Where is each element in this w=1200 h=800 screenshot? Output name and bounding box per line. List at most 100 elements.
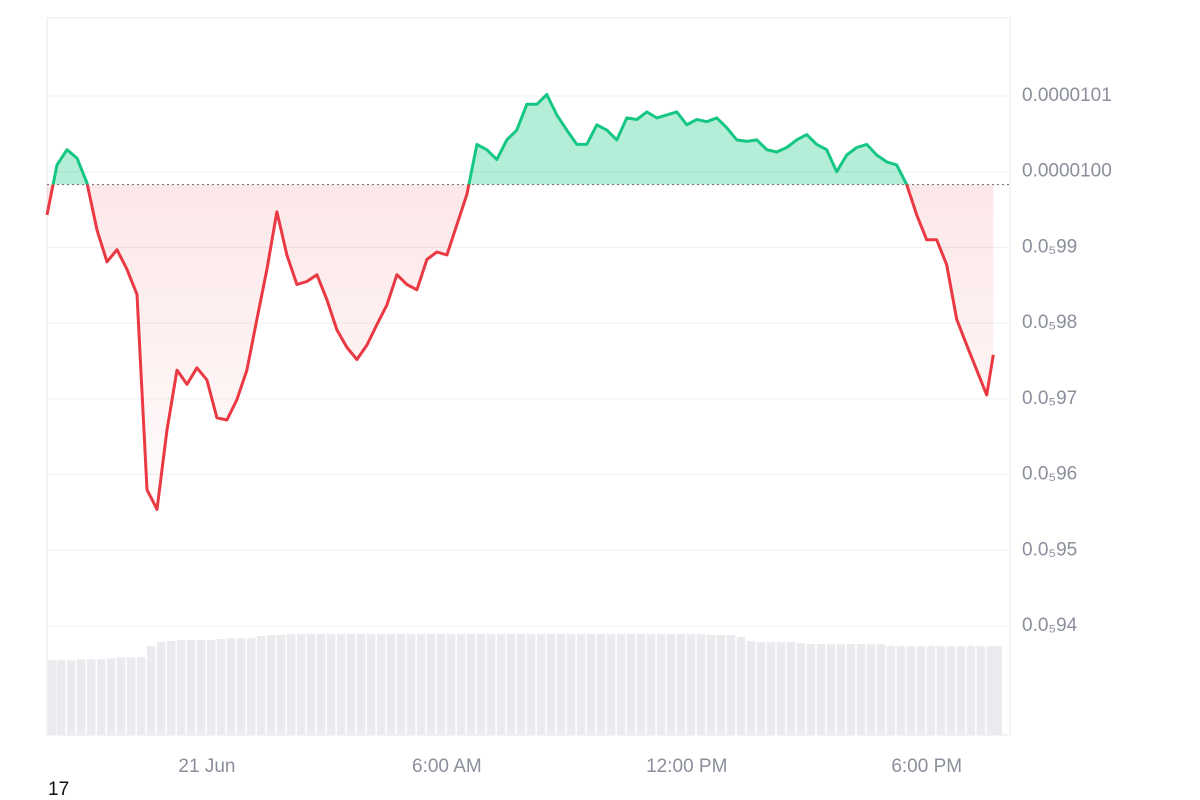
volume-bar	[756, 642, 766, 735]
volume-bar	[396, 634, 406, 735]
y-tick-label: 0.0₅95	[1022, 539, 1077, 560]
volume-bar	[446, 634, 456, 735]
volume-bar	[326, 634, 336, 735]
volume-bar	[456, 634, 466, 735]
volume-bar	[186, 640, 196, 735]
y-tick-label: 0.0₅97	[1022, 388, 1077, 409]
y-tick-label: 0.0₅94	[1022, 615, 1078, 636]
volume-bar	[586, 634, 596, 735]
volume-bar	[786, 642, 796, 735]
volume-bar	[496, 634, 506, 735]
y-tick-label: 0.0₅96	[1022, 464, 1077, 485]
volume-bar	[366, 634, 376, 735]
volume-bar	[146, 646, 156, 735]
volume-bar	[526, 634, 536, 735]
volume-bar	[546, 634, 556, 735]
volume-bar	[56, 660, 66, 735]
price-line	[45, 93, 995, 511]
volume-bar	[676, 634, 686, 735]
volume-bar	[216, 639, 226, 735]
volume-bar	[136, 657, 146, 735]
volume-bar	[406, 634, 416, 735]
volume-bar	[666, 634, 676, 735]
volume-bar	[316, 634, 326, 735]
volume-bar	[266, 635, 276, 735]
volume-bar	[836, 644, 846, 735]
volume-bar	[196, 640, 206, 735]
volume-bar	[806, 644, 816, 735]
volume-bar	[926, 646, 936, 735]
volume-bar	[466, 634, 476, 735]
footer-text: 17	[48, 779, 69, 800]
volume-bar	[506, 634, 516, 735]
y-tick-label: 0.0000100	[1022, 161, 1112, 182]
volume-bar	[346, 634, 356, 735]
volume-bar	[226, 638, 236, 735]
volume-bar	[156, 642, 166, 735]
volume-bar	[356, 634, 366, 735]
volume-bar	[416, 634, 426, 735]
volume-bar	[66, 660, 76, 735]
volume-bar	[886, 646, 896, 735]
volume-bar	[596, 634, 606, 735]
volume-bar	[296, 634, 306, 735]
volume-bar	[536, 634, 546, 735]
volume-bar	[516, 634, 526, 735]
volume-bar	[336, 634, 346, 735]
volume-bar	[746, 641, 756, 735]
volume-bar	[626, 634, 636, 735]
volume-bar	[616, 634, 626, 735]
y-tick-label: 0.0000101	[1022, 85, 1112, 106]
volume-bar	[376, 634, 386, 735]
volume-bar	[206, 640, 216, 735]
volume-bar	[606, 634, 616, 735]
volume-bar	[646, 634, 656, 735]
volume-bar	[726, 635, 736, 735]
volume-bar	[986, 646, 996, 735]
volume-bar	[936, 646, 946, 735]
volume-bar	[386, 634, 396, 735]
volume-bar	[126, 657, 136, 735]
volume-bar	[486, 634, 496, 735]
volume-bar	[696, 634, 706, 735]
volume-bar	[106, 658, 116, 735]
volume-bar	[846, 644, 856, 735]
volume-bar	[166, 641, 176, 735]
volume-bar	[276, 635, 286, 735]
y-tick-label: 0.0₅99	[1022, 236, 1077, 257]
volume-bar	[686, 634, 696, 735]
volume-bar	[76, 659, 86, 735]
volume-bar	[566, 634, 576, 735]
x-tick-label: 6:00 PM	[891, 756, 962, 777]
volume-bar	[256, 636, 266, 735]
volume-bar	[636, 634, 646, 735]
volume-bar	[426, 634, 436, 735]
volume-bar	[766, 642, 776, 735]
volume-bar	[656, 634, 666, 735]
volume-bar	[966, 646, 976, 735]
volume-bar	[286, 634, 296, 735]
volume-bar	[176, 640, 186, 735]
volume-bar	[96, 659, 106, 735]
volume-bar	[236, 638, 246, 735]
volume-bar	[906, 646, 916, 735]
volume-bar	[776, 642, 786, 735]
x-tick-label: 21 Jun	[178, 756, 235, 777]
volume-bar	[716, 635, 726, 735]
volume-bar	[246, 638, 256, 735]
volume-bar	[86, 659, 96, 735]
volume-bar	[736, 637, 746, 735]
volume-bar	[816, 644, 826, 735]
volume-bar	[476, 634, 486, 735]
volume-bar	[866, 644, 876, 735]
volume-bar	[576, 634, 586, 735]
volume-bar	[856, 644, 866, 735]
volume-bar	[916, 646, 926, 735]
volume-bar	[956, 646, 966, 735]
volume-bar	[796, 643, 806, 735]
y-tick-label: 0.0₅98	[1022, 312, 1077, 333]
volume-bar	[306, 634, 316, 735]
area	[47, 94, 994, 510]
volume-bar	[993, 646, 1002, 735]
